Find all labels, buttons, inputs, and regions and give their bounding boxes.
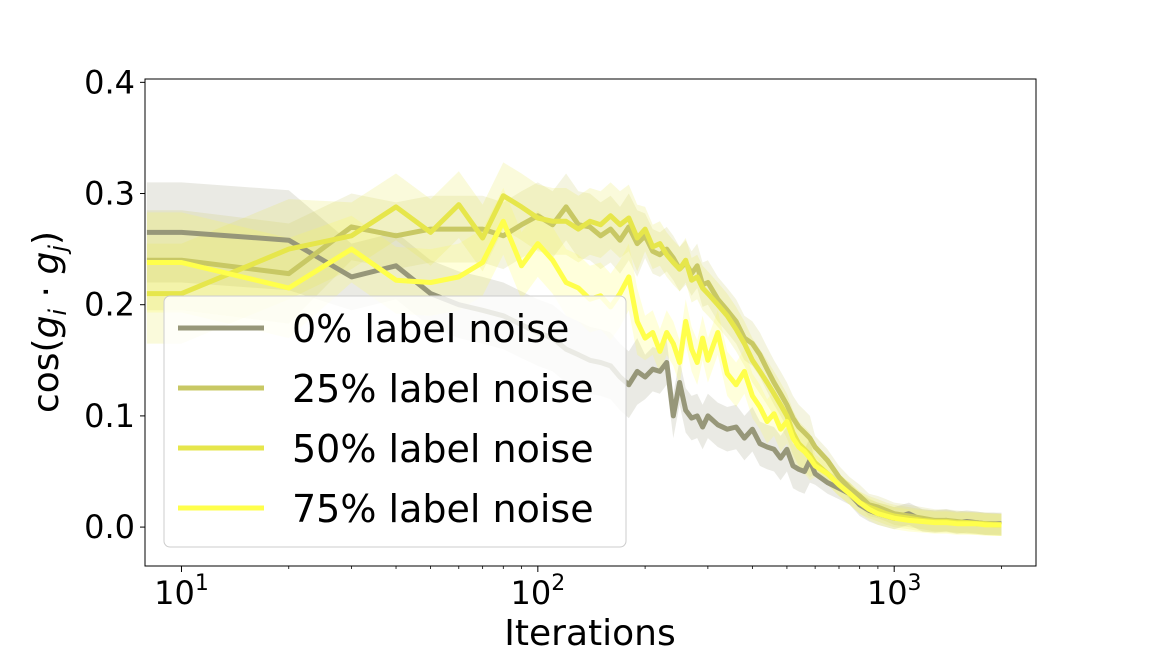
- y-label-part: i: [44, 309, 72, 316]
- y-label-part: cos(: [26, 338, 67, 413]
- y-axis: 0.0 0.1 0.2 0.3 0.4: [84, 63, 145, 546]
- legend-label: 0% label noise: [292, 307, 569, 351]
- y-axis-label: cos(gi · gj): [26, 231, 72, 413]
- y-label-part: j: [44, 245, 72, 255]
- series-line: [146, 218, 1002, 528]
- y-tick-label: 0.2: [84, 286, 135, 324]
- y-tick-label: 0.4: [84, 63, 135, 101]
- legend-label: 75% label noise: [292, 487, 594, 531]
- plot-frame: [144, 78, 1037, 567]
- y-label-part: ): [26, 231, 67, 245]
- y-label-part: ·: [26, 275, 67, 309]
- x-axis: 101 102 103: [154, 566, 1002, 612]
- legend-label: 50% label noise: [292, 427, 594, 471]
- y-tick-label: 0.3: [84, 175, 135, 213]
- y-tick-label: 0.0: [84, 508, 135, 546]
- svg-text:cos(gi · gj): cos(gi · gj): [26, 231, 72, 413]
- y-label-part: g: [26, 252, 67, 275]
- x-tick-label: 102: [510, 571, 565, 612]
- legend-box: [163, 295, 627, 548]
- confidence-band: [146, 173, 1002, 536]
- legend-label: 25% label noise: [292, 367, 594, 411]
- x-axis-label: Iterations: [504, 613, 675, 648]
- y-tick-label: 0.1: [84, 397, 135, 435]
- y-label-part: g: [26, 316, 67, 339]
- legend: 0% label noise 25% label noise 50% label n…: [163, 295, 627, 548]
- x-tick-label: 101: [154, 571, 209, 612]
- x-tick-label: 103: [867, 571, 922, 612]
